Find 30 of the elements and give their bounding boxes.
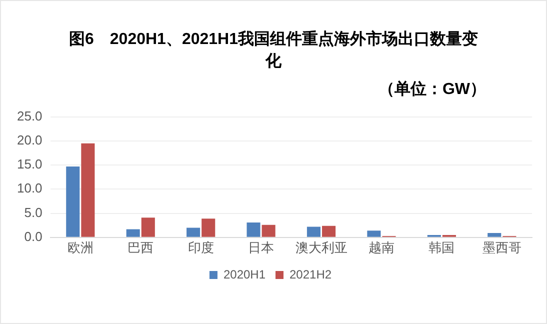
x-tick-label: 澳大利亚 xyxy=(295,240,348,255)
bar xyxy=(262,224,276,237)
bar xyxy=(367,230,381,237)
bar xyxy=(306,226,321,237)
x-tick-label: 日本 xyxy=(248,240,274,255)
x-tick-label: 印度 xyxy=(188,240,214,255)
bar xyxy=(322,226,336,237)
y-tick-label: 10.0 xyxy=(16,180,42,196)
x-tick-label: 韩国 xyxy=(428,240,455,255)
x-tick-label: 巴西 xyxy=(128,240,154,255)
bar xyxy=(186,228,200,237)
y-tick-label: 20.0 xyxy=(16,132,42,148)
legend-label: 2021H2 xyxy=(290,267,332,282)
bar xyxy=(246,222,260,237)
bar xyxy=(126,229,140,237)
x-tick-label: 墨西哥 xyxy=(482,240,522,255)
bar xyxy=(66,166,80,237)
y-tick-label: 5.0 xyxy=(24,204,42,220)
bar xyxy=(202,218,216,237)
y-tick-label: 0.0 xyxy=(24,228,42,244)
chart-subtitle: （单位：GW） xyxy=(377,80,487,100)
y-tick-label: 25.0 xyxy=(16,108,42,124)
y-tick-label: 15.0 xyxy=(16,156,42,172)
bar xyxy=(81,143,95,237)
legend-label: 2020H1 xyxy=(223,267,266,282)
x-tick-label: 欧洲 xyxy=(67,240,94,255)
x-tick-label: 越南 xyxy=(368,240,394,255)
chart-title: 图6 2020H1、2021H1我国组件重点海外市场出口数量变化 xyxy=(68,29,479,72)
bar xyxy=(141,218,155,237)
bar xyxy=(488,233,502,237)
